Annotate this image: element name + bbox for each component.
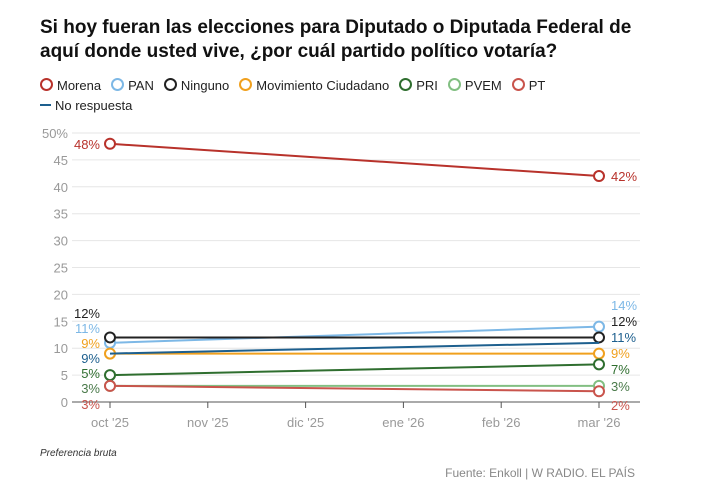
x-tick-label: mar '26: [578, 415, 621, 430]
data-point: [104, 369, 116, 382]
data-label: 9%: [81, 351, 100, 366]
chart-title: Si hoy fueran las elecciones para Diputa…: [40, 17, 632, 62]
data-label: 3%: [81, 381, 100, 396]
data-point: [104, 137, 116, 150]
y-tick-label: 30: [54, 234, 68, 249]
legend-swatch: [447, 78, 461, 91]
series-line: [109, 142, 600, 178]
legend-label: Morena: [57, 78, 102, 93]
legend-item: Ninguno: [163, 76, 230, 96]
series-line: [109, 341, 600, 355]
x-tick-label: ene '26: [382, 415, 424, 430]
legend-item: PT: [511, 76, 546, 96]
y-tick-label: 5: [61, 368, 68, 383]
series-line: [109, 384, 600, 393]
data-point: [593, 385, 605, 398]
data-label: 11%: [611, 330, 636, 345]
data-point: [593, 320, 605, 333]
legend-swatch: [399, 78, 413, 91]
y-tick-label: 0: [61, 395, 68, 410]
data-point: [593, 331, 605, 344]
legend: Morena PAN Ninguno Movimiento Ciudadano PRI P…: [40, 76, 640, 116]
legend-item: PVEM: [447, 76, 502, 96]
legend-item: PAN: [111, 76, 154, 96]
y-tick-label: 25: [54, 261, 68, 276]
x-tick-label: oct '25: [91, 415, 129, 430]
y-tick-label: 35: [54, 207, 68, 222]
legend-swatch: [163, 78, 177, 91]
chart-note: Preferencia bruta: [40, 448, 117, 459]
legend-label: Movimiento Ciudadano: [256, 78, 390, 93]
data-point: [593, 347, 605, 360]
y-tick-label: 20: [54, 287, 68, 302]
y-tick-label: 40: [54, 180, 68, 195]
data-point: [104, 379, 116, 392]
legend-swatch: [511, 78, 525, 91]
legend-item: Morena: [40, 76, 101, 96]
data-point: [593, 358, 605, 371]
y-tick-label: 50%: [42, 126, 68, 141]
data-point: [593, 170, 605, 183]
series-line: [109, 325, 600, 344]
data-label: 14%: [611, 298, 637, 313]
legend-swatch: [111, 78, 125, 91]
data-label: 12%: [74, 306, 100, 321]
legend-label: PT: [528, 78, 546, 93]
legend-swatch: [40, 78, 53, 91]
legend-item: PRI: [399, 76, 438, 96]
data-label: 5%: [81, 366, 100, 381]
legend-swatch: [239, 78, 253, 91]
legend-item: No respuesta: [40, 96, 132, 116]
legend-item: Movimiento Ciudadano: [239, 76, 389, 96]
y-tick-label: 45: [54, 153, 68, 168]
y-tick-label: 10: [54, 341, 68, 356]
x-tick-label: nov '25: [187, 415, 229, 430]
y-tick-label: 15: [54, 314, 68, 329]
data-label: 3%: [611, 379, 630, 394]
series-line: [109, 363, 600, 377]
data-label: 3%: [81, 397, 100, 412]
legend-swatch: [40, 104, 51, 106]
data-point: [104, 331, 116, 344]
data-label: 48%: [74, 137, 100, 152]
data-label: 9%: [81, 336, 100, 351]
source-credit: Fuente: Enkoll | W RADIO. EL PAÍS: [445, 466, 635, 480]
x-tick-label: dic '25: [287, 415, 324, 430]
legend-label: PVEM: [464, 78, 502, 93]
data-label: 2%: [611, 398, 630, 413]
x-tick-label: feb '26: [482, 415, 521, 430]
data-label: 12%: [611, 314, 637, 329]
legend-label: PAN: [128, 78, 154, 93]
data-label: 7%: [611, 362, 630, 377]
data-label: 11%: [75, 321, 100, 336]
data-label: 42%: [611, 169, 637, 184]
legend-label: No respuesta: [55, 98, 133, 113]
data-label: 9%: [611, 346, 630, 361]
legend-label: PRI: [416, 78, 438, 93]
legend-label: Ninguno: [180, 78, 230, 93]
